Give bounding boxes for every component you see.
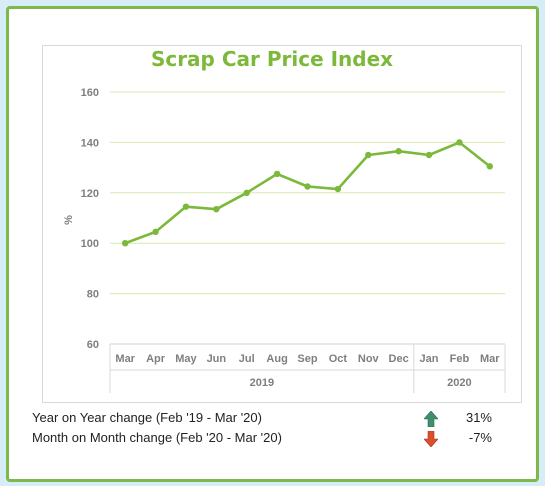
stat-label-mom: Month on Month change (Feb '20 - Mar '20… <box>32 430 282 445</box>
x-tick-label: Mar <box>115 353 135 365</box>
chart-area <box>42 45 522 403</box>
x-tick-label: Jan <box>420 353 439 365</box>
x-tick-label: Sep <box>297 353 317 365</box>
x-tick-label: Jun <box>207 353 227 365</box>
data-point <box>456 139 463 146</box>
x-tick-label: May <box>175 353 197 365</box>
data-point <box>182 203 190 210</box>
x-tick-label: Dec <box>389 353 409 365</box>
data-point <box>304 183 311 190</box>
y-tick-label: 100 <box>81 238 99 250</box>
data-point <box>243 189 250 196</box>
stat-row-yoy: Year on Year change (Feb '19 - Mar '20) … <box>32 410 512 428</box>
y-tick-label: 160 <box>81 87 99 99</box>
data-point <box>273 170 281 178</box>
data-point <box>121 240 129 247</box>
x-tick-label: Feb <box>450 353 470 365</box>
data-point <box>213 205 220 213</box>
y-tick-label: 60 <box>87 339 99 351</box>
x-tick-label: Mar <box>480 353 500 365</box>
y-axis-label: % <box>63 215 75 225</box>
y-tick-label: 120 <box>81 188 99 200</box>
data-point <box>486 163 494 170</box>
data-point <box>425 151 433 159</box>
data-point <box>334 185 342 193</box>
stat-label-yoy: Year on Year change (Feb '19 - Mar '20) <box>32 410 262 425</box>
year-group-label: 2020 <box>447 377 471 389</box>
chart-title: Scrap Car Price Index <box>151 47 393 71</box>
y-tick-label: 80 <box>87 289 99 301</box>
x-tick-label: Jul <box>239 353 255 365</box>
data-point <box>395 148 402 155</box>
y-tick-label: 140 <box>81 137 99 149</box>
x-tick-label: Oct <box>329 353 348 365</box>
up-arrow-icon <box>424 411 438 427</box>
data-point <box>365 151 372 159</box>
year-group-label: 2019 <box>250 377 274 389</box>
data-point <box>152 228 159 236</box>
down-arrow-icon <box>424 431 438 447</box>
x-tick-label: Nov <box>358 353 380 365</box>
stat-row-mom: Month on Month change (Feb '20 - Mar '20… <box>32 430 512 448</box>
chart-frame <box>6 6 539 482</box>
x-tick-label: Apr <box>146 353 166 365</box>
x-tick-label: Aug <box>266 353 287 365</box>
stat-value-mom: -7% <box>468 430 492 445</box>
stat-value-yoy: 31% <box>465 410 492 425</box>
